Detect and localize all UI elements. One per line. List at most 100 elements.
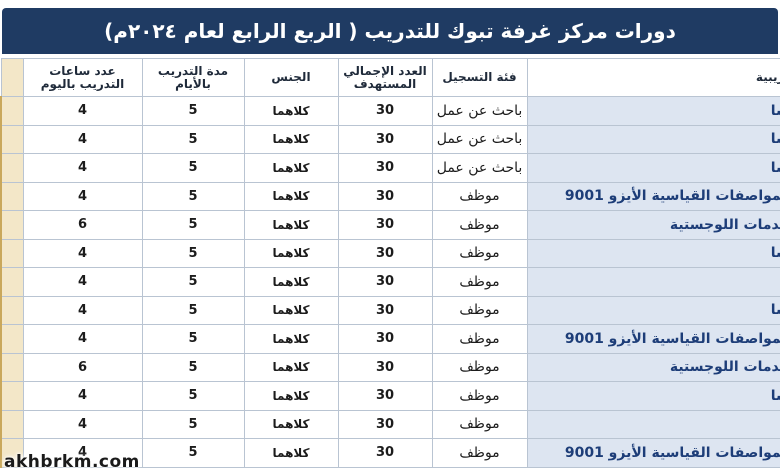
table-row: بر الاوشاموظف30كلاهما54 bbox=[0, 238, 780, 268]
course-name-cell: دولية للمواصفات القياسية الأيزو 9001 bbox=[526, 324, 780, 354]
category-cell: موظف bbox=[431, 267, 528, 297]
hours-cell: 4 bbox=[22, 409, 143, 439]
page-title: دورات مركز غرفة تبوك للتدريب ( الربع الر… bbox=[2, 8, 778, 54]
hours-cell: 4 bbox=[22, 181, 143, 211]
total-cell: 30 bbox=[337, 267, 433, 297]
course-name-cell bbox=[526, 409, 780, 439]
course-name-cell: بر الأوشا bbox=[526, 96, 780, 126]
table-row: موظف 30 كلاهما 5 4 bbox=[0, 409, 780, 439]
gender-cell: كلاهما bbox=[243, 238, 339, 268]
total-cell: 30 bbox=[337, 381, 433, 411]
gender-cell: كلاهما bbox=[243, 381, 339, 411]
course-name-cell: داد والخدمات اللوجستية bbox=[526, 210, 780, 240]
hours-cell: 6 bbox=[22, 352, 143, 382]
hours-cell: 4 bbox=[22, 267, 143, 297]
edge-cell bbox=[0, 267, 24, 297]
table-body: بر الأوشاباحث عن عمل30كلاهما54بر الأوشاب… bbox=[0, 96, 780, 468]
category-cell: موظف bbox=[431, 438, 528, 468]
top-margin bbox=[0, 0, 780, 10]
table-header-row: ورة التدريبية فئة التسجيل العدد الإجمالي… bbox=[0, 58, 780, 97]
course-name-cell: بر الأوشا bbox=[526, 124, 780, 154]
category-cell: موظف bbox=[431, 409, 528, 439]
table-row: دولية للمواصفات القياسية الأيزو 9001موظف… bbox=[0, 181, 780, 211]
course-name-cell: دولية للمواصفات القياسية الأيزو 9001 bbox=[526, 181, 780, 211]
course-name-cell: بر الاوشا bbox=[526, 238, 780, 268]
category-cell: موظف bbox=[431, 381, 528, 411]
category-cell: باحث عن عمل bbox=[431, 96, 528, 126]
header-category: فئة التسجيل bbox=[431, 58, 528, 97]
edge-cell bbox=[0, 181, 24, 211]
total-cell: 30 bbox=[337, 181, 433, 211]
header-days: مدة التدريب بالأيام bbox=[141, 58, 245, 97]
hours-cell: 6 bbox=[22, 210, 143, 240]
category-cell: موظف bbox=[431, 352, 528, 382]
total-cell: 30 bbox=[337, 210, 433, 240]
days-cell: 5 bbox=[141, 352, 245, 382]
edge-cell bbox=[0, 324, 24, 354]
days-cell: 5 bbox=[141, 324, 245, 354]
gender-cell: كلاهما bbox=[243, 324, 339, 354]
site-watermark: akhbrkm.com bbox=[4, 452, 140, 470]
course-name-cell: داد والخدمات اللوجستية bbox=[526, 352, 780, 382]
category-cell: باحث عن عمل bbox=[431, 153, 528, 183]
total-cell: 30 bbox=[337, 96, 433, 126]
edge-cell bbox=[0, 96, 24, 126]
hours-cell: 4 bbox=[22, 324, 143, 354]
days-cell: 5 bbox=[141, 267, 245, 297]
gender-cell: كلاهما bbox=[243, 181, 339, 211]
course-name-cell: بر الاوشا bbox=[526, 295, 780, 325]
days-cell: 5 bbox=[141, 96, 245, 126]
header-total: العدد الإجمالي المستهدف bbox=[337, 58, 433, 97]
header-hours: عدد ساعات التدريب باليوم bbox=[22, 58, 143, 97]
category-cell: باحث عن عمل bbox=[431, 124, 528, 154]
hours-cell: 4 bbox=[22, 96, 143, 126]
days-cell: 5 bbox=[141, 238, 245, 268]
course-name-cell bbox=[526, 267, 780, 297]
total-cell: 30 bbox=[337, 352, 433, 382]
total-cell: 30 bbox=[337, 324, 433, 354]
edge-cell bbox=[0, 210, 24, 240]
hours-cell: 4 bbox=[22, 295, 143, 325]
hours-cell: 4 bbox=[22, 381, 143, 411]
gender-cell: كلاهما bbox=[243, 153, 339, 183]
course-name-cell: بر الأوشا bbox=[526, 153, 780, 183]
total-cell: 30 bbox=[337, 438, 433, 468]
days-cell: 5 bbox=[141, 381, 245, 411]
table-row: موظف 30 كلاهما 5 4 bbox=[0, 267, 780, 297]
gender-cell: كلاهما bbox=[243, 267, 339, 297]
table-row: دولية للمواصفات القياسية الأيزو 9001موظف… bbox=[0, 324, 780, 354]
course-name-cell: بر الاوشا bbox=[526, 381, 780, 411]
total-cell: 30 bbox=[337, 238, 433, 268]
header-gender: الجنس bbox=[243, 58, 339, 97]
table-row: دولية للمواصفات القياسية الأيزو 9001موظف… bbox=[0, 438, 780, 468]
total-cell: 30 bbox=[337, 409, 433, 439]
edge-cell bbox=[0, 238, 24, 268]
table-row: بر الاوشاموظف30كلاهما54 bbox=[0, 381, 780, 411]
category-cell: موظف bbox=[431, 210, 528, 240]
hours-cell: 4 bbox=[22, 238, 143, 268]
edge-cell bbox=[0, 153, 24, 183]
days-cell: 5 bbox=[141, 409, 245, 439]
gender-cell: كلاهما bbox=[243, 96, 339, 126]
table-row: بر الاوشاموظف30كلاهما54 bbox=[0, 295, 780, 325]
header-edge-cell bbox=[0, 58, 24, 97]
edge-cell bbox=[0, 381, 24, 411]
edge-cell bbox=[0, 124, 24, 154]
course-name-cell: دولية للمواصفات القياسية الأيزو 9001 bbox=[526, 438, 780, 468]
days-cell: 5 bbox=[141, 181, 245, 211]
courses-table: ورة التدريبية فئة التسجيل العدد الإجمالي… bbox=[0, 58, 780, 468]
gender-cell: كلاهما bbox=[243, 210, 339, 240]
header-course-name: ورة التدريبية bbox=[526, 58, 780, 97]
edge-cell bbox=[0, 352, 24, 382]
total-cell: 30 bbox=[337, 295, 433, 325]
gender-cell: كلاهما bbox=[243, 352, 339, 382]
hours-cell: 4 bbox=[22, 438, 143, 468]
gender-cell: كلاهما bbox=[243, 438, 339, 468]
edge-cell bbox=[0, 438, 24, 468]
category-cell: موظف bbox=[431, 238, 528, 268]
edge-cell bbox=[0, 295, 24, 325]
